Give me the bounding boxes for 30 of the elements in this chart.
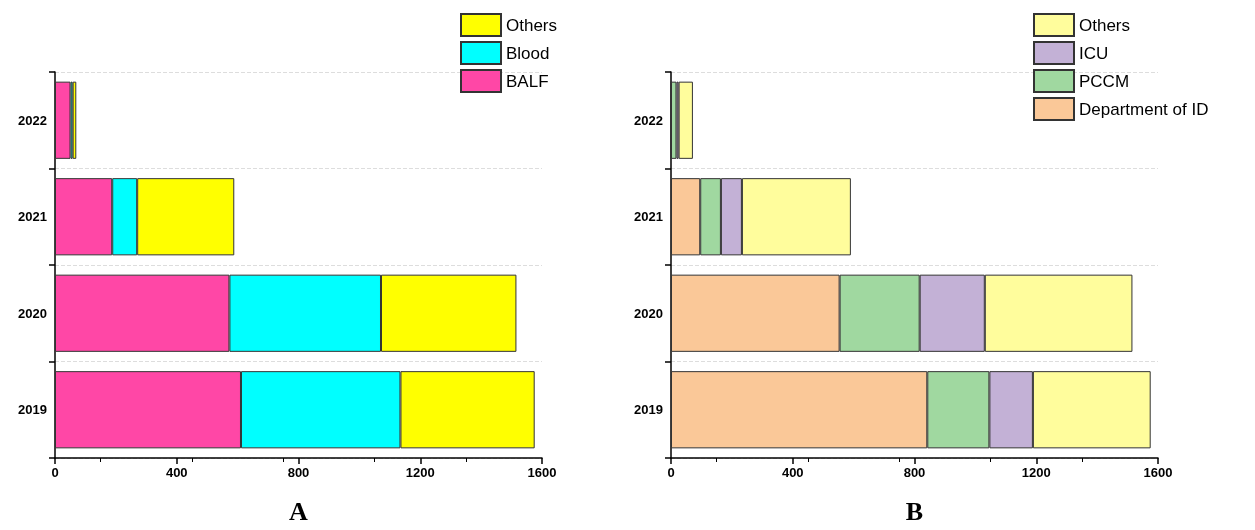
legend-label: Others xyxy=(506,15,558,35)
legend-label: ICU xyxy=(1079,43,1109,63)
legend-label: Others xyxy=(1079,15,1131,35)
legend-label: PCCM xyxy=(1079,71,1130,91)
y-tick-label: 2020 xyxy=(634,305,663,321)
x-axis-title: B xyxy=(905,496,924,526)
legend-label: Blood xyxy=(506,43,550,63)
y-tick-label: 2019 xyxy=(18,402,47,418)
x-tick-label: 400 xyxy=(165,465,188,480)
x-tick-label: 0 xyxy=(667,465,675,480)
bar xyxy=(678,81,693,159)
x-tick-label: 800 xyxy=(903,465,926,480)
x-tick-label: 400 xyxy=(781,465,804,480)
legend-label: BALF xyxy=(506,71,549,91)
y-tick-label: 2021 xyxy=(634,209,663,225)
y-tick-label: 2022 xyxy=(18,112,47,128)
x-tick-label: 1200 xyxy=(1021,465,1051,480)
y-tick-label: 2020 xyxy=(18,305,47,321)
y-tick-label: 2019 xyxy=(634,402,663,418)
y-tick-label: 2021 xyxy=(18,209,47,225)
x-tick-label: 800 xyxy=(287,465,310,480)
x-axis-title: A xyxy=(289,496,309,526)
y-tick-label: 2022 xyxy=(634,112,663,128)
bar xyxy=(671,81,677,159)
x-tick-label: 1600 xyxy=(527,465,557,480)
legend-label: Department of ID xyxy=(1079,99,1209,119)
x-tick-label: 1200 xyxy=(405,465,435,480)
bar xyxy=(55,81,71,159)
x-tick-label: 1600 xyxy=(1143,465,1173,480)
x-tick-label: 0 xyxy=(51,465,59,480)
